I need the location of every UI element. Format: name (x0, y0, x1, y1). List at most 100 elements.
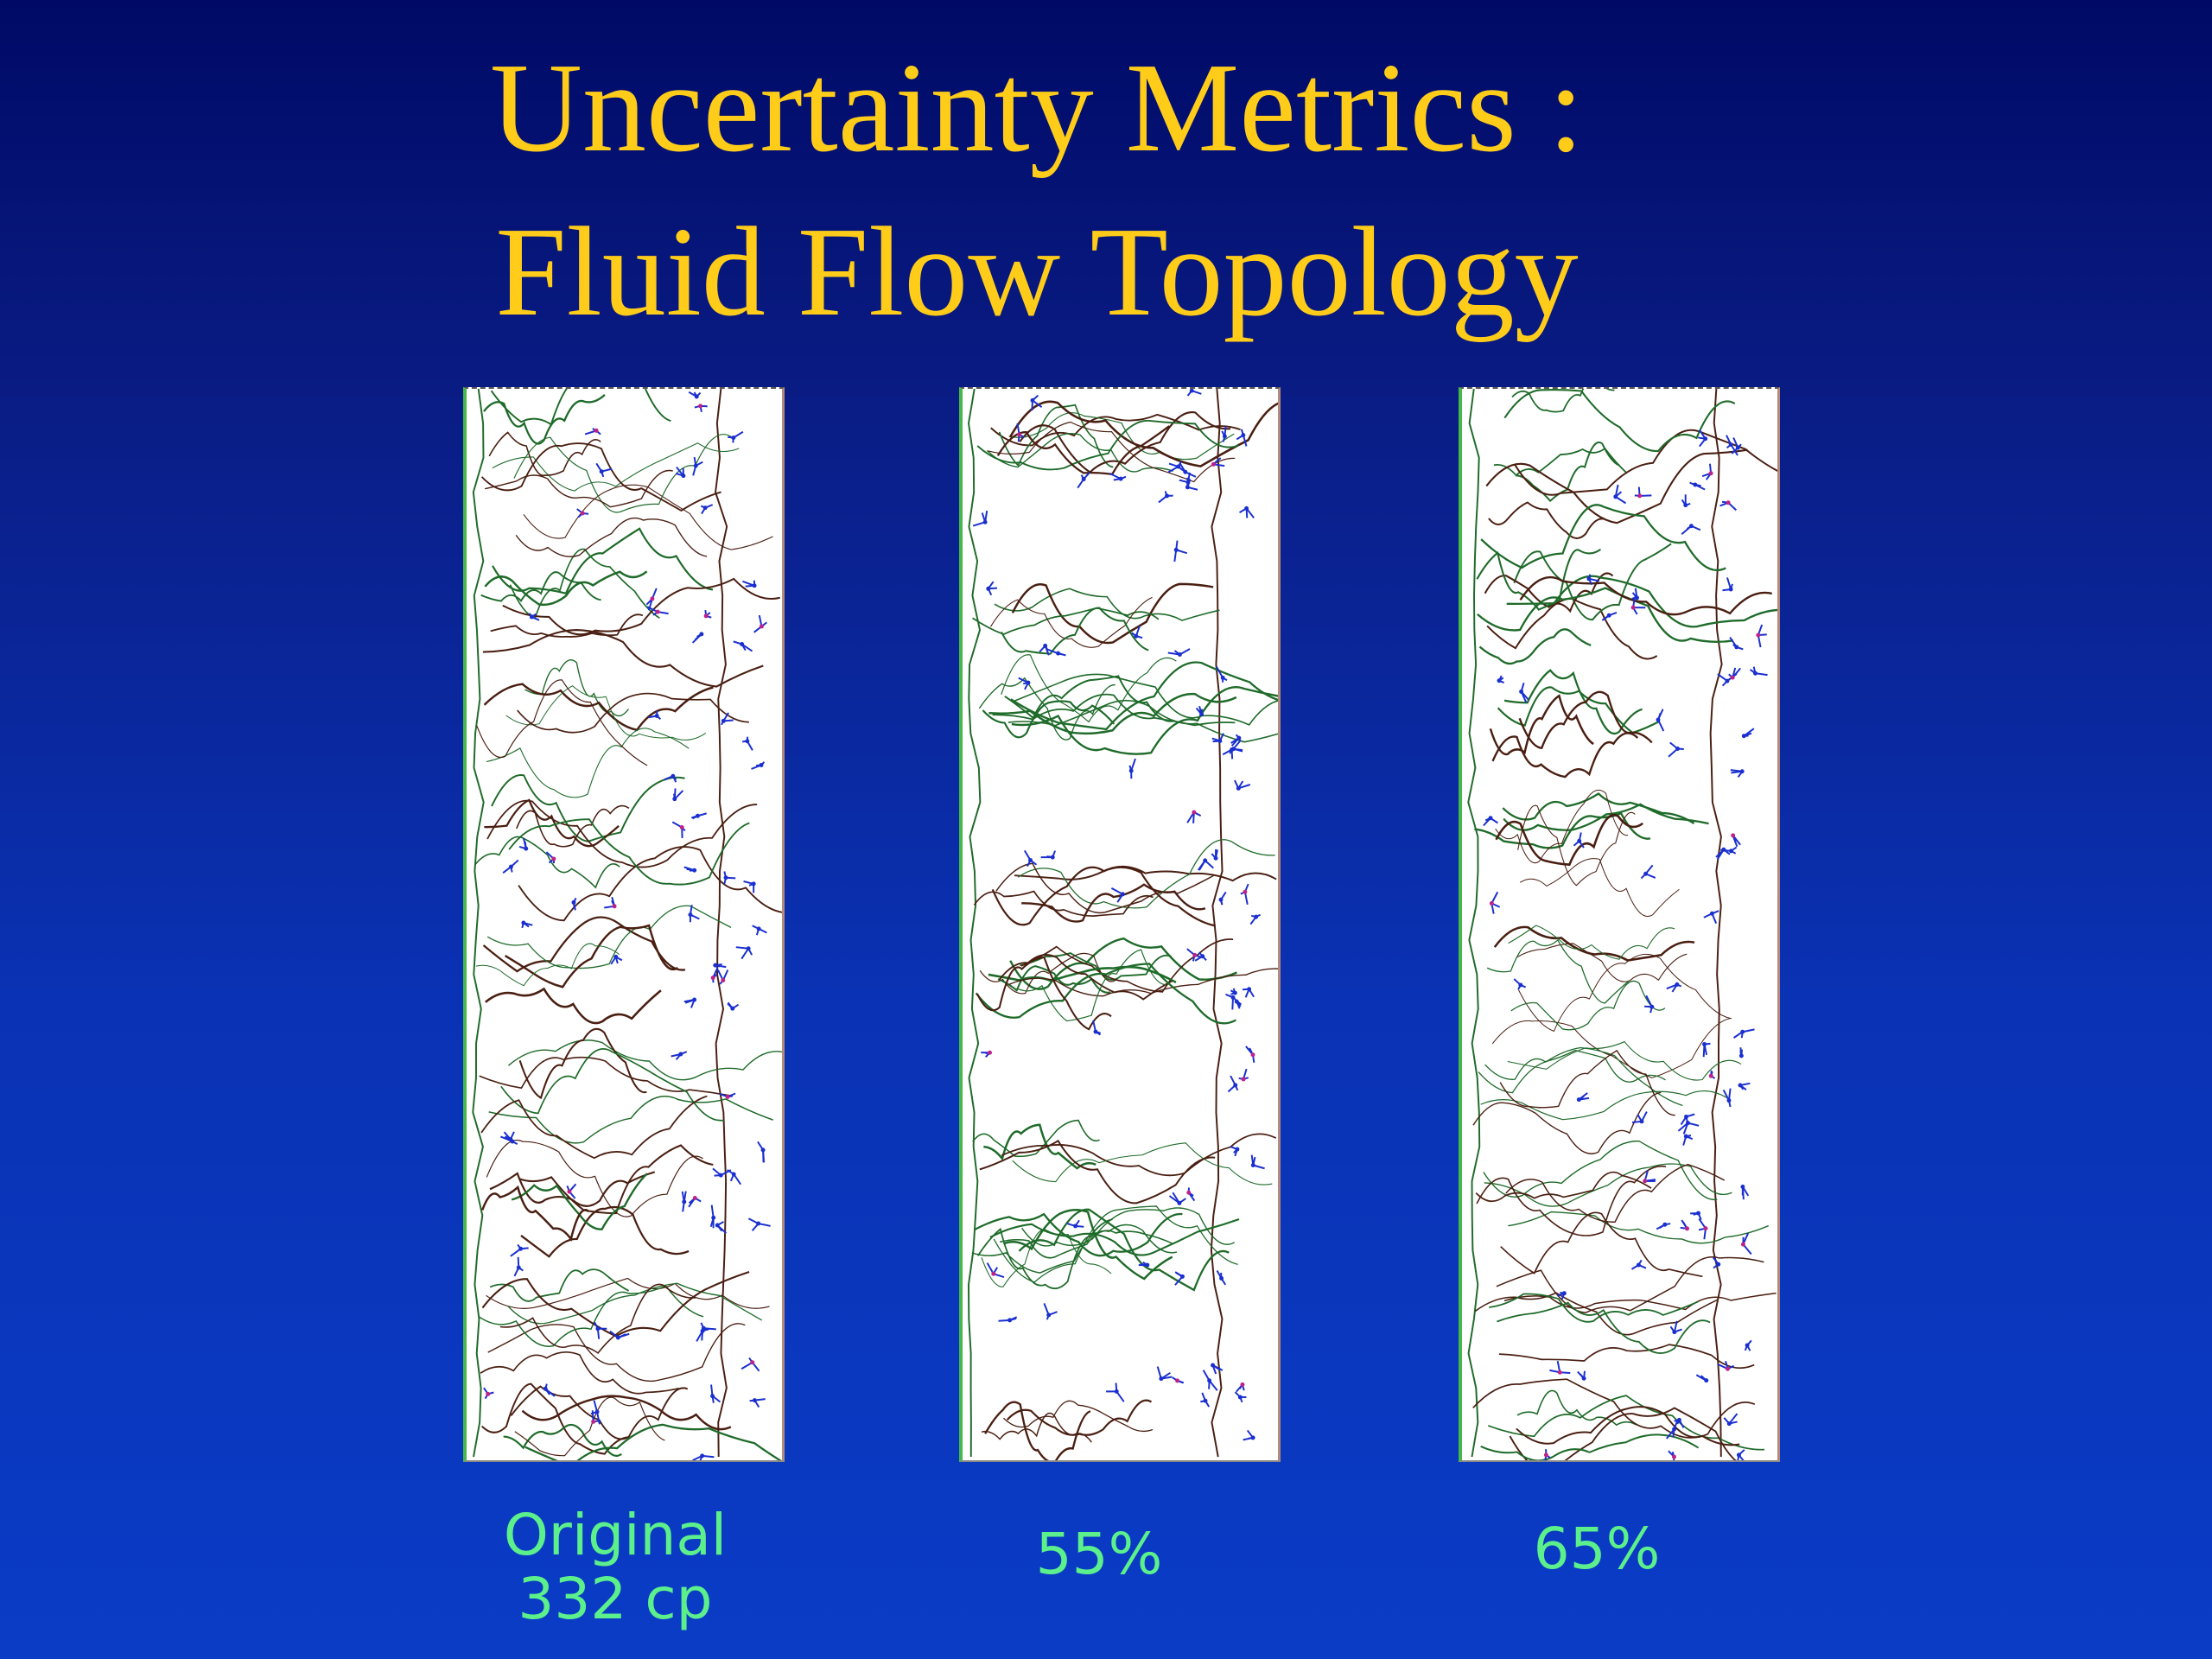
streamline (508, 1039, 782, 1081)
critical-point-marker (1043, 1302, 1058, 1320)
critical-point-marker (721, 712, 734, 726)
critical-point-marker (1740, 1185, 1750, 1200)
critical-point-marker (719, 1092, 736, 1099)
critical-point-marker (1230, 988, 1237, 995)
critical-point-marker (1689, 481, 1706, 491)
streamline (476, 679, 648, 766)
critical-point-marker (1723, 1413, 1738, 1427)
critical-point-marker (1666, 1420, 1679, 1440)
streamline (502, 577, 780, 636)
critical-point-marker (741, 1357, 760, 1372)
critical-point-marker (1586, 574, 1599, 586)
streamline (1001, 654, 1177, 723)
critical-point-marker (1030, 394, 1043, 411)
critical-point-marker (1197, 858, 1214, 871)
streamline (992, 693, 1236, 727)
streamline (474, 836, 620, 889)
critical-point-marker (671, 1051, 688, 1060)
critical-point-marker (1023, 849, 1038, 868)
critical-point-marker (1092, 1020, 1101, 1036)
streamline (1496, 1256, 1764, 1313)
flow-topology-panel-55 (959, 387, 1281, 1462)
critical-point-marker (1669, 1320, 1682, 1335)
flow-topology-panel-65 (1459, 387, 1780, 1462)
critical-point-marker (1728, 667, 1742, 680)
slide-title: Uncertainty Metrics : Fluid Flow Topolog… (432, 26, 1642, 354)
critical-point-marker (1681, 524, 1701, 536)
streamline (1014, 865, 1277, 882)
streamline (1497, 1301, 1711, 1354)
streamline (1002, 1400, 1154, 1433)
critical-point-marker (1630, 596, 1646, 615)
critical-point-marker (502, 859, 519, 874)
topology-plot-65 (1467, 389, 1777, 1460)
streamline (1509, 1407, 1737, 1460)
critical-point-marker (1194, 951, 1207, 962)
streamline (482, 916, 686, 973)
critical-point-marker (1250, 1154, 1265, 1170)
streamline (1495, 814, 1643, 867)
critical-point-marker (998, 1316, 1018, 1323)
critical-point-marker (1016, 423, 1025, 442)
streamline (1516, 1389, 1637, 1427)
critical-point-marker (757, 1141, 766, 1163)
streamline (998, 404, 1114, 468)
streamline (483, 394, 606, 445)
streamline (1484, 1049, 1666, 1083)
critical-point-marker (1643, 995, 1655, 1014)
streamline (995, 862, 1215, 914)
streamline (507, 1282, 763, 1325)
critical-point-marker (1519, 683, 1529, 703)
title-line-2: Fluid Flow Topology (495, 201, 1579, 343)
streamline (490, 389, 671, 426)
critical-point-marker (691, 812, 707, 820)
streamline (1488, 501, 1606, 539)
critical-point-marker (1168, 1192, 1186, 1205)
critical-point-marker (1736, 1449, 1745, 1460)
streamline (1011, 582, 1214, 645)
critical-point-marker (715, 1221, 728, 1234)
streamline (1503, 803, 1709, 831)
streamline (1519, 858, 1680, 917)
streamline (978, 677, 1116, 741)
critical-point-marker (1221, 426, 1227, 442)
critical-point-marker (742, 736, 753, 751)
streamline (1017, 839, 1275, 909)
critical-point-marker (1174, 1271, 1185, 1286)
streamline (1476, 1165, 1667, 1236)
streamline (480, 1095, 708, 1160)
streamline (976, 419, 1239, 471)
critical-point-marker (735, 946, 753, 960)
critical-point-marker (1680, 1113, 1695, 1126)
streamline (1503, 389, 1736, 453)
streamline (1001, 607, 1149, 655)
critical-point-marker (1236, 429, 1248, 447)
critical-point-marker (1726, 435, 1738, 456)
streamline (1477, 587, 1734, 644)
streamline (981, 1229, 1112, 1287)
streamline (1491, 732, 1639, 779)
critical-point-marker (1156, 1366, 1173, 1382)
streamline (486, 799, 758, 868)
streamline (1516, 1406, 1740, 1446)
critical-point-marker (1738, 1047, 1744, 1058)
streamline (484, 798, 620, 848)
critical-point-marker (1601, 612, 1618, 621)
streamline (518, 1144, 714, 1215)
streamline (521, 1395, 732, 1431)
critical-point-marker (1211, 849, 1218, 861)
critical-point-marker (1243, 1429, 1255, 1441)
critical-point-marker (1674, 1417, 1685, 1428)
critical-point-marker (1106, 1382, 1125, 1402)
critical-point-marker (688, 391, 702, 399)
critical-point-marker (700, 504, 714, 515)
critical-point-marker (1483, 816, 1498, 827)
streamline (1020, 938, 1234, 993)
critical-point-marker (747, 1217, 771, 1231)
streamline (1500, 1211, 1703, 1278)
critical-point-marker (1497, 675, 1505, 683)
streamline (1008, 400, 1278, 467)
streamline (481, 1271, 750, 1338)
critical-point-marker (1741, 728, 1755, 739)
streamline (1480, 504, 1726, 572)
